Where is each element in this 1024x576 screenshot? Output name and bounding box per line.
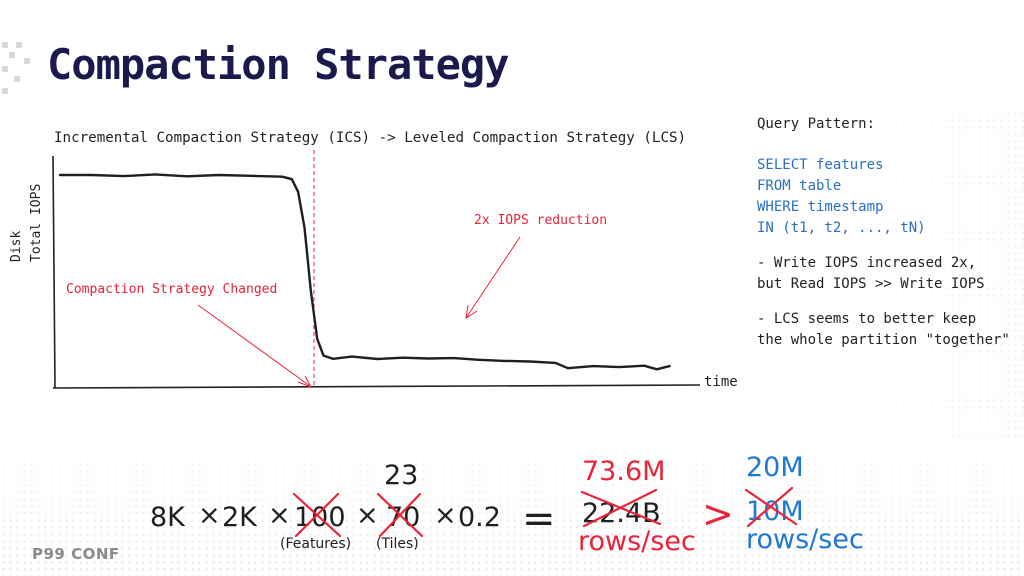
x-axis	[52, 384, 701, 389]
target-new-value: 20M	[746, 452, 804, 483]
x-axis-label: time	[704, 374, 738, 390]
formula-label-features: (Features)	[280, 536, 352, 552]
conference-logo: P99 CONF	[32, 545, 120, 563]
y-axis-label-total-iops: Total IOPS	[29, 184, 44, 262]
annotation-arrow-strategy-changed	[197, 304, 313, 388]
query-pattern-heading: Query Pattern:	[757, 116, 876, 132]
formula-factor-2k: 2K	[222, 502, 257, 533]
result-unit: rows/sec	[578, 526, 696, 557]
query-pattern-panel: Query Pattern: SELECT features FROM tabl…	[757, 114, 1024, 365]
sql-line: WHERE timestamp	[757, 199, 884, 215]
annotation-iops-reduction: 2x IOPS reduction	[474, 213, 607, 228]
times-symbol: ×	[268, 500, 291, 531]
sql-line: SELECT features	[757, 157, 884, 173]
chart-title: Incremental Compaction Strategy (ICS) ->…	[54, 130, 686, 146]
sql-line: FROM table	[757, 178, 842, 194]
decor-dot-grid-right	[844, 110, 1024, 440]
result-struck-value: 22.4B	[582, 498, 661, 529]
greater-than-symbol: >	[702, 492, 734, 536]
formula-label-tiles: (Tiles)	[376, 536, 419, 552]
y-axis	[52, 155, 56, 389]
equals-symbol: =	[522, 496, 556, 542]
times-symbol: ×	[434, 500, 457, 531]
strike-x-mark	[580, 488, 662, 528]
series-line-total-iops	[58, 173, 671, 371]
annotation-arrow-iops-reduction	[465, 236, 521, 320]
strike-x-mark	[292, 492, 342, 538]
note-write-iops: - Write IOPS increased 2x, but Read IOPS…	[757, 253, 1024, 295]
note-line: - Write IOPS increased 2x,	[757, 255, 977, 271]
slide-title: Compaction Strategy	[47, 40, 509, 89]
decor-dot-grid-bottom	[0, 426, 1024, 576]
times-symbol: ×	[198, 500, 221, 531]
note-lcs-partition: - LCS seems to better keep the whole par…	[757, 309, 1024, 351]
annotation-strategy-changed: Compaction Strategy Changed	[66, 282, 277, 297]
note-line: - LCS seems to better keep	[757, 311, 977, 327]
note-line: the whole partition "together"	[757, 332, 1010, 348]
formula-factor-8k: 8K	[150, 502, 185, 533]
query-sql-block: SELECT features FROM table WHERE timesta…	[757, 155, 1024, 239]
note-line: but Read IOPS >> Write IOPS	[757, 276, 985, 292]
formula-factor-0-2: 0.2	[458, 502, 501, 533]
sql-line: IN (t1, t2, ..., tN)	[757, 220, 926, 236]
formula-factor-new-23: 23	[384, 460, 419, 491]
strike-x-mark	[376, 492, 424, 538]
strike-x-mark	[744, 486, 798, 528]
iops-line-chart: Incremental Compaction Strategy (ICS) ->…	[9, 130, 738, 390]
times-symbol: ×	[356, 500, 379, 531]
y-axis-label-disk: Disk	[9, 231, 24, 262]
target-unit: rows/sec	[746, 524, 864, 555]
decor-pixel-dots	[2, 42, 30, 94]
throughput-formula: 8K × 2K × 100 (Features) × 23 70 (Tiles)…	[150, 440, 890, 560]
result-new-value: 73.6M	[582, 456, 666, 487]
